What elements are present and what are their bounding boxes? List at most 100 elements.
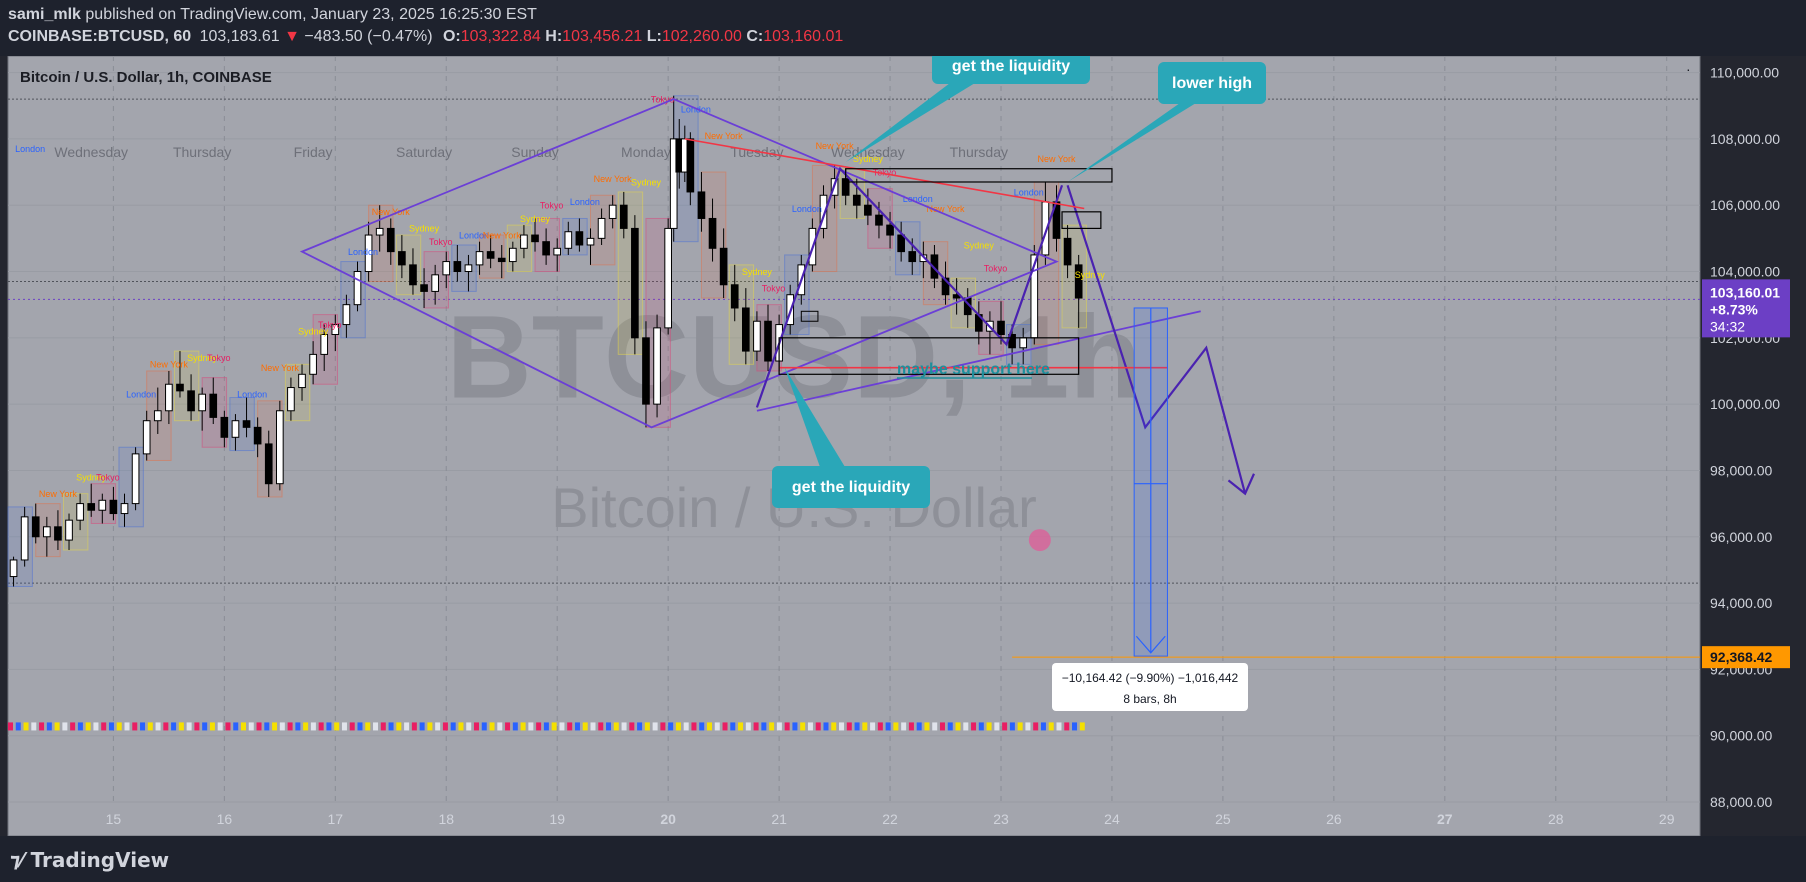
target-price-badge xyxy=(1702,646,1790,669)
session-strip-mark xyxy=(1056,722,1062,731)
callout-bottom[interactable]: get the liquidity xyxy=(772,466,930,508)
time-tick-label: 24 xyxy=(1104,811,1120,827)
drawings[interactable] xyxy=(8,83,1700,731)
price-tick-label: 104,000.00 xyxy=(1710,264,1780,280)
candle-body xyxy=(886,224,894,236)
session-label: New York xyxy=(261,363,300,373)
session-strip-mark xyxy=(481,722,487,731)
candle-body xyxy=(997,320,1005,336)
session-label: Sydney xyxy=(187,353,218,363)
callout-top-pointer xyxy=(845,83,975,163)
price-tick-label: 96,000.00 xyxy=(1710,529,1772,545)
session-strip-mark xyxy=(427,722,433,731)
red-trendline xyxy=(684,138,1085,210)
candle-body xyxy=(331,324,340,336)
session-strip-mark xyxy=(769,722,775,731)
callout-right[interactable]: lower high xyxy=(1158,62,1266,104)
diamond-pattern xyxy=(299,98,1059,429)
session-strip-mark xyxy=(807,722,813,731)
session-strip-mark xyxy=(582,722,588,731)
candle-body xyxy=(375,227,384,236)
session-strip-mark xyxy=(334,722,340,731)
candle-body xyxy=(508,247,517,263)
price-change: −483.50 (−0.47%) xyxy=(304,28,433,45)
more-dot-icon[interactable]: · xyxy=(1686,61,1691,77)
session-strip-mark xyxy=(901,722,907,731)
time-tick-label: 18 xyxy=(438,811,454,827)
down-arrow-icon: ▼ xyxy=(284,28,300,45)
session-strip-mark xyxy=(924,722,930,731)
session-strip-mark xyxy=(404,722,410,731)
tradingview-logo[interactable]: ⁊⁄ TradingView xyxy=(10,848,169,872)
chart-background xyxy=(8,56,1700,836)
time-tick-label: 15 xyxy=(106,811,122,827)
high-label: H: xyxy=(545,28,563,45)
callout-top-text: get the liquidity xyxy=(952,58,1070,75)
session-strip-mark xyxy=(310,722,316,731)
measure-label[interactable]: −10,164.42 (−9.90%) −1,016,442 8 bars, 8… xyxy=(1052,663,1248,711)
session-strip-mark xyxy=(373,722,379,731)
candle-body xyxy=(153,410,162,422)
candle-body xyxy=(43,526,51,538)
session-strip-mark xyxy=(1017,722,1023,731)
callout-top[interactable]: get the liquidity xyxy=(932,56,1090,84)
candle-body xyxy=(819,194,828,229)
price-tick-label: 98,000.00 xyxy=(1710,462,1772,478)
session-strip-mark xyxy=(1079,722,1085,731)
session-strip-mark xyxy=(15,722,21,731)
target-price-value: 92,368.42 xyxy=(1710,649,1772,665)
session-strip-mark xyxy=(784,722,790,731)
session-strip-mark xyxy=(39,722,45,731)
support-note[interactable]: maybe support here xyxy=(897,361,1050,378)
candle-body xyxy=(364,234,373,273)
session-strip-mark xyxy=(528,722,534,731)
session-strip-mark xyxy=(877,722,883,731)
session-label: Sydney xyxy=(853,154,884,164)
candle-body xyxy=(642,337,650,405)
candle-body xyxy=(409,264,417,286)
candle-body xyxy=(386,227,395,253)
open-value: 103,322.84 xyxy=(460,28,541,45)
session-strip-mark xyxy=(272,722,278,731)
time-tick-label: 17 xyxy=(328,811,344,827)
session-strip-mark xyxy=(800,722,806,731)
weekday-label: Wednesday xyxy=(54,144,128,160)
session-strip-mark xyxy=(326,722,332,731)
session-strip-mark xyxy=(77,722,83,731)
measure-box xyxy=(1052,663,1248,711)
pink-marker xyxy=(1028,529,1051,552)
session-strip-mark xyxy=(365,722,371,731)
session-label: Tokyo xyxy=(318,320,342,330)
session-strip-mark xyxy=(691,722,697,731)
session-strip-mark xyxy=(870,722,876,731)
candle-body xyxy=(287,387,295,412)
candle-body xyxy=(464,264,473,273)
session-strip-mark xyxy=(683,722,689,731)
candle-body xyxy=(220,416,229,438)
candle-body xyxy=(76,503,84,521)
time-axis[interactable]: 15 16 17 18 19 20 21 22 23 24 25 26 27 28 29 xyxy=(106,811,1675,827)
callout-bottom-pointer xyxy=(784,367,845,467)
session-strip-mark xyxy=(613,722,619,731)
symbol-name[interactable]: COINBASE:BTCUSD, 60 xyxy=(8,28,192,45)
session-strip-mark xyxy=(932,722,938,731)
session-strip-mark xyxy=(559,722,565,731)
session-strip-mark xyxy=(8,722,13,731)
weekday-label: Thursday xyxy=(173,144,231,160)
price-axis[interactable]: 110,000.00 108,000.00 106,000.00 104,000.00… xyxy=(1702,65,1790,810)
session-label: Sydney xyxy=(631,177,662,187)
session-strip-mark xyxy=(916,722,922,731)
session-label: London xyxy=(348,247,378,257)
session-strip-mark xyxy=(1072,722,1078,731)
candle-body xyxy=(653,327,661,405)
session-strip-mark xyxy=(62,722,68,731)
candle-body xyxy=(497,257,506,263)
measure-line1: −10,164.42 (−9.90%) −1,016,442 xyxy=(1062,671,1239,685)
session-strip-mark xyxy=(706,722,712,731)
candle-body xyxy=(9,559,18,578)
session-label: New York xyxy=(705,131,744,141)
author-name[interactable]: sami_mlk xyxy=(8,6,81,23)
candle-body xyxy=(98,499,107,511)
